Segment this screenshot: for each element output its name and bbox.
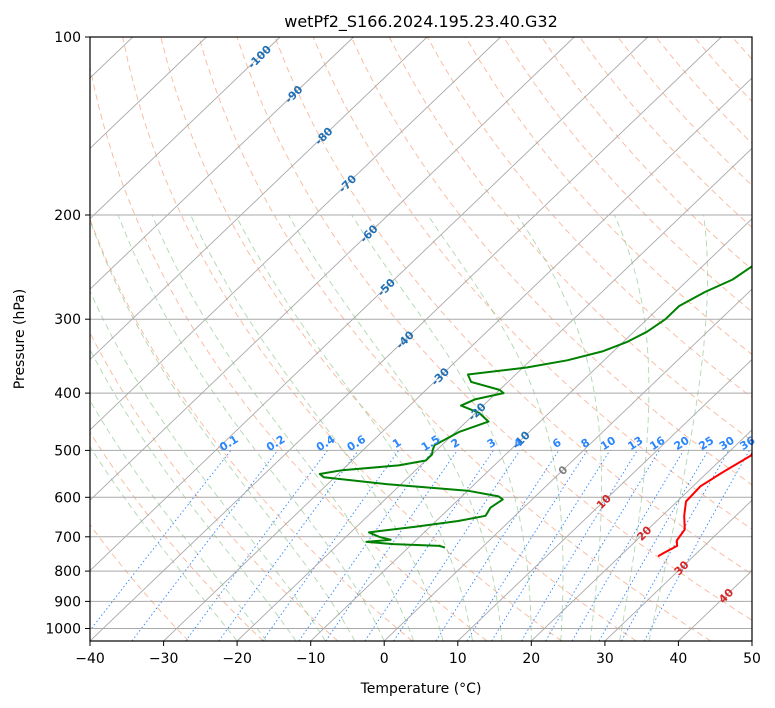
moist-adiabat-line bbox=[517, 214, 603, 641]
x-tick-label: 10 bbox=[449, 651, 467, 667]
x-tick-label: −20 bbox=[222, 651, 252, 667]
moist-adiabat-line bbox=[235, 214, 473, 641]
isotherms bbox=[0, 37, 752, 641]
moist-adiabat-line bbox=[648, 214, 708, 641]
dry-adiabat-line bbox=[350, 37, 752, 486]
moist-adiabat-line bbox=[117, 214, 385, 641]
isotherm-line bbox=[530, 429, 752, 641]
y-tick-label: 100 bbox=[54, 30, 81, 46]
y-tick-label: 600 bbox=[54, 490, 81, 506]
moist-adiabat-line bbox=[427, 214, 564, 641]
dewpoint-profile bbox=[318, 265, 752, 549]
temperature-profile bbox=[657, 451, 752, 558]
mixing-ratio-line bbox=[262, 450, 400, 641]
y-axis-ticks: 100 200 300 400 500 600 700 800 900 1000 bbox=[45, 30, 90, 638]
y-axis-label: Pressure (hPa) bbox=[12, 289, 28, 389]
dry-adiabat-line bbox=[198, 37, 712, 641]
mixing-ratio-line bbox=[393, 450, 521, 641]
x-tick-label: 40 bbox=[669, 651, 687, 667]
dry-adiabat-line bbox=[90, 331, 339, 641]
dry-adiabat-line bbox=[465, 37, 752, 356]
isotherm-line bbox=[310, 218, 752, 641]
dry-adiabat-line bbox=[503, 37, 752, 313]
isotherm-line bbox=[90, 37, 722, 641]
moist-adiabat-line bbox=[90, 445, 238, 641]
y-tick-label: 800 bbox=[54, 564, 81, 580]
isotherm-line bbox=[383, 288, 752, 641]
moist-adiabat-line bbox=[90, 290, 326, 641]
mixing-ratio-line bbox=[598, 450, 709, 641]
dry-adiabat-line bbox=[312, 37, 752, 530]
dry-adiabat-line bbox=[90, 65, 488, 641]
sounding-profiles bbox=[318, 265, 752, 558]
dry-adiabat-line bbox=[160, 37, 637, 641]
x-tick-label: 0 bbox=[380, 651, 389, 667]
isotherm-line bbox=[90, 37, 428, 361]
isotherm-line bbox=[163, 77, 752, 641]
isotherm-line bbox=[751, 640, 752, 641]
mixing-ratio-line bbox=[325, 450, 458, 641]
moist-adiabat-line bbox=[351, 214, 532, 641]
y-tick-label: 400 bbox=[54, 386, 81, 402]
dry-adiabats bbox=[90, 37, 752, 641]
mixing-ratio-line bbox=[298, 450, 433, 641]
isotherm-line bbox=[90, 37, 354, 290]
moist-adiabat-line bbox=[90, 348, 297, 641]
x-tick-label: 30 bbox=[596, 651, 614, 667]
y-tick-label: 500 bbox=[54, 443, 81, 459]
moist-adiabat-line bbox=[151, 214, 415, 641]
isotherm-line bbox=[457, 358, 752, 641]
x-axis-label: Temperature (°C) bbox=[360, 681, 482, 697]
mixing-ratio-line bbox=[621, 450, 730, 641]
isobars bbox=[90, 37, 752, 629]
moist-adiabats bbox=[90, 214, 708, 641]
mixing-ratio-line bbox=[185, 450, 328, 641]
y-tick-label: 200 bbox=[54, 208, 81, 224]
mixing-ratio-line bbox=[491, 450, 611, 641]
mixing-ratio-line bbox=[364, 450, 494, 641]
y-tick-label: 900 bbox=[54, 594, 81, 610]
x-tick-label: −10 bbox=[296, 651, 326, 667]
isotherm-line bbox=[0, 37, 59, 641]
mixing-ratio-line bbox=[435, 450, 560, 641]
dry-adiabat-line bbox=[427, 37, 752, 398]
dry-adiabat-line bbox=[388, 37, 752, 442]
moist-adiabat-line bbox=[90, 219, 356, 641]
chart-title: wetPf2_S166.2024.195.23.40.G32 bbox=[284, 12, 558, 32]
moist-adiabat-line bbox=[613, 214, 650, 641]
x-tick-label: −40 bbox=[75, 651, 105, 667]
y-tick-label: 700 bbox=[54, 530, 81, 546]
isotherm-line bbox=[236, 147, 752, 641]
x-tick-label: 50 bbox=[743, 651, 761, 667]
plot-background bbox=[90, 37, 752, 641]
x-tick-label: 20 bbox=[522, 651, 540, 667]
x-axis-ticks: −40 −30 −20 −10 0 10 20 30 40 50 bbox=[75, 641, 761, 667]
isotherm-line bbox=[90, 37, 501, 431]
y-tick-label: 1000 bbox=[45, 622, 81, 638]
isotherm-line bbox=[604, 499, 752, 641]
x-tick-label: −30 bbox=[149, 651, 179, 667]
isotherm-line bbox=[90, 37, 207, 149]
mixing-ratio-line bbox=[521, 450, 638, 641]
dry-adiabat-line bbox=[274, 37, 752, 575]
isotherm-line bbox=[90, 37, 575, 501]
dry-adiabat-line bbox=[122, 37, 562, 641]
isotherm-line bbox=[90, 37, 281, 220]
y-tick-label: 300 bbox=[54, 312, 81, 328]
isotherm-line bbox=[90, 37, 649, 572]
plot-frame bbox=[89, 36, 753, 642]
mixing-ratio-line bbox=[218, 450, 359, 641]
